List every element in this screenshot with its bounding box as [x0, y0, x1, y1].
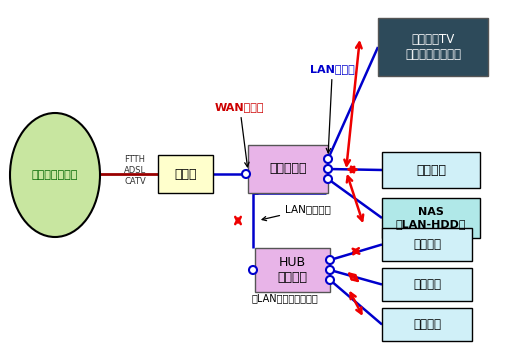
Bar	[255, 248, 330, 292]
Text: HUB
（ハブ）: HUB （ハブ）	[278, 256, 308, 284]
Text: FTTH
ADSL
CATV: FTTH ADSL CATV	[124, 155, 146, 186]
Bar	[378, 18, 488, 76]
Circle shape	[326, 266, 334, 274]
Ellipse shape	[10, 113, 100, 237]
Circle shape	[324, 175, 332, 183]
Text: 有線ルータ: 有線ルータ	[269, 162, 307, 175]
Text: パソコン: パソコン	[416, 163, 446, 176]
Bar	[248, 145, 328, 193]
Bar	[158, 155, 213, 193]
Bar	[382, 152, 480, 188]
Text: 端末機器: 端末機器	[413, 238, 441, 251]
Text: WANポート: WANポート	[215, 102, 265, 167]
Circle shape	[326, 276, 334, 284]
Circle shape	[249, 266, 257, 274]
Text: （LANポートを増設）: （LANポートを増設）	[252, 293, 318, 303]
Text: NAS
（LAN-HDD）: NAS （LAN-HDD）	[396, 207, 466, 229]
Bar	[382, 268, 472, 301]
Circle shape	[326, 256, 334, 264]
Bar	[382, 228, 472, 261]
Text: LANポート: LANポート	[310, 64, 355, 153]
Bar	[382, 198, 480, 238]
Text: モデム: モデム	[174, 168, 197, 181]
Text: 端末機器: 端末機器	[413, 278, 441, 291]
Text: インターネット: インターネット	[32, 170, 78, 180]
Text: 端末機器: 端末機器	[413, 318, 441, 331]
Circle shape	[324, 155, 332, 163]
Bar	[382, 308, 472, 341]
Circle shape	[242, 170, 250, 178]
Text: LANケーブル: LANケーブル	[262, 204, 331, 220]
Text: デジタルTV
（プレーヤ内蔵）: デジタルTV （プレーヤ内蔵）	[405, 33, 461, 61]
Circle shape	[324, 165, 332, 173]
